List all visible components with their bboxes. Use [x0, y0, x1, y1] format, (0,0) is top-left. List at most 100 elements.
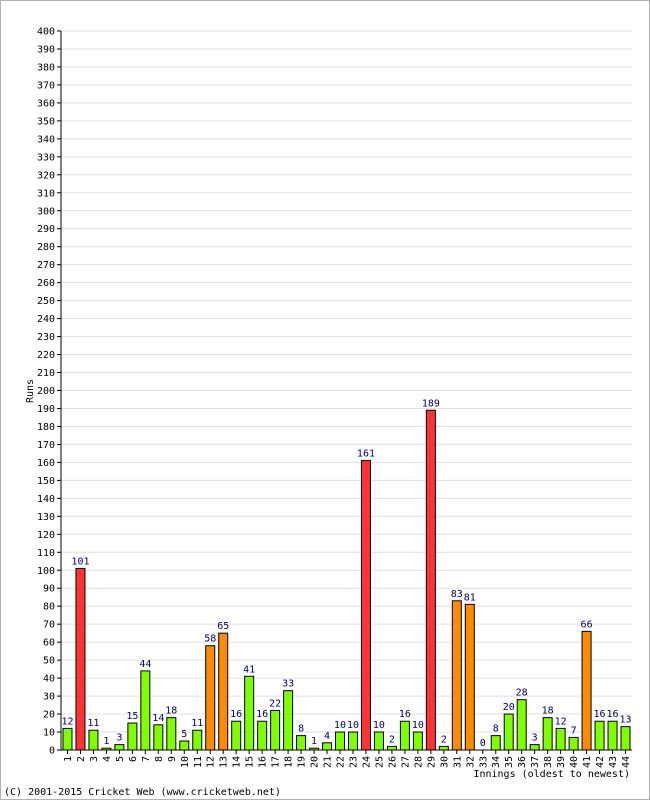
bar: [192, 729, 203, 751]
data-label: 5: [181, 729, 187, 740]
y-tick-label: 150: [37, 476, 55, 487]
bar: [555, 727, 566, 751]
bar: [283, 690, 294, 751]
x-tick-label: 39: [556, 756, 567, 768]
bar: [490, 735, 501, 751]
bar: [516, 699, 527, 751]
x-tick-label: 36: [517, 756, 528, 768]
x-tick-label: 28: [413, 756, 424, 768]
y-tick-label: 310: [37, 188, 55, 199]
bar: [607, 720, 618, 751]
data-label: 10: [347, 720, 359, 731]
data-label: 33: [282, 679, 294, 690]
x-tick-label: 5: [115, 756, 126, 762]
bar: [568, 736, 579, 751]
x-tick-label: 32: [465, 756, 476, 768]
bar: [373, 731, 384, 751]
data-label: 2: [441, 734, 447, 745]
data-label: 18: [165, 706, 177, 717]
bar: [127, 722, 138, 751]
data-label: 44: [139, 659, 151, 670]
y-tick-label: 120: [37, 530, 55, 541]
bar: [529, 744, 540, 751]
y-tick-label: 280: [37, 242, 55, 253]
data-label: 66: [581, 619, 593, 630]
bar: [360, 460, 371, 751]
y-tick-label: 270: [37, 260, 55, 271]
x-tick-label: 44: [621, 756, 632, 768]
x-tick-label: 40: [569, 756, 580, 768]
x-tick-label: 33: [478, 756, 489, 768]
bar: [75, 567, 86, 751]
bar: [335, 731, 346, 751]
data-label: 11: [191, 718, 203, 729]
data-label: 4: [324, 731, 330, 742]
x-tick-label: 1: [63, 756, 74, 762]
x-tick-label: 30: [439, 756, 450, 768]
x-tick-label: 24: [361, 756, 372, 768]
x-tick-label: 26: [387, 756, 398, 768]
data-label: 16: [399, 709, 411, 720]
bar: [88, 729, 99, 751]
y-tick-label: 350: [37, 116, 55, 127]
y-tick-label: 190: [37, 404, 55, 415]
bar: [503, 713, 514, 751]
y-tick-label: 70: [43, 620, 55, 631]
bar: [257, 720, 268, 751]
y-tick-label: 300: [37, 206, 55, 217]
bar: [296, 735, 307, 751]
y-tick-label: 80: [43, 602, 55, 613]
data-label: 10: [334, 720, 346, 731]
x-tick-label: 27: [400, 756, 411, 768]
bar: [347, 731, 358, 751]
data-label: 101: [71, 556, 89, 567]
bar: [153, 724, 164, 751]
data-label: 14: [152, 713, 164, 724]
x-tick-label: 22: [336, 756, 347, 768]
x-tick-label: 3: [89, 756, 100, 762]
bar: [179, 740, 190, 751]
data-label: 1: [311, 736, 317, 747]
x-tick-label: 19: [297, 756, 308, 768]
data-label: 16: [256, 709, 268, 720]
x-tick-label: 11: [193, 756, 204, 768]
y-tick-label: 140: [37, 494, 55, 505]
y-tick-label: 260: [37, 278, 55, 289]
data-label: 7: [571, 725, 577, 736]
data-label: 20: [503, 702, 515, 713]
data-label: 28: [516, 688, 528, 699]
data-label: 12: [555, 716, 567, 727]
x-tick-label: 42: [595, 756, 606, 768]
copyright-footer: (C) 2001-2015 Cricket Web (www.cricketwe…: [4, 787, 281, 798]
bars: [62, 409, 631, 751]
gridlines: [61, 30, 632, 733]
bar: [594, 720, 605, 751]
x-tick-label: 20: [310, 756, 321, 768]
y-tick-label: 100: [37, 566, 55, 577]
bar: [322, 742, 333, 751]
data-label: 11: [87, 718, 99, 729]
x-tick-label: 37: [530, 756, 541, 768]
bar: [140, 670, 151, 751]
bar: [620, 726, 631, 751]
y-tick-label: 330: [37, 152, 55, 163]
bar: [542, 717, 553, 751]
x-tick-label: 12: [206, 756, 217, 768]
data-label: 0: [480, 738, 486, 749]
data-label: 12: [61, 716, 73, 727]
bar: [62, 727, 73, 751]
y-tick-label: 360: [37, 98, 55, 109]
x-tick-labels: 1 2 3 4 5 6 7 8 9 10 11 12 13 14 15 16 17 18 19 20 21 22 23 24 2…: [63, 750, 632, 768]
y-tick-label: 290: [37, 224, 55, 235]
data-label: 1: [103, 736, 109, 747]
data-label: 161: [357, 449, 375, 460]
bar: [581, 630, 592, 751]
x-tick-label: 6: [128, 756, 139, 762]
x-tick-label: 21: [323, 756, 334, 768]
y-tick-label: 110: [37, 548, 55, 559]
x-tick-label: 10: [180, 756, 191, 768]
y-tick-label: 170: [37, 440, 55, 451]
y-tick-label: 130: [37, 512, 55, 523]
y-tick-label: 370: [37, 80, 55, 91]
data-label: 3: [532, 733, 538, 744]
